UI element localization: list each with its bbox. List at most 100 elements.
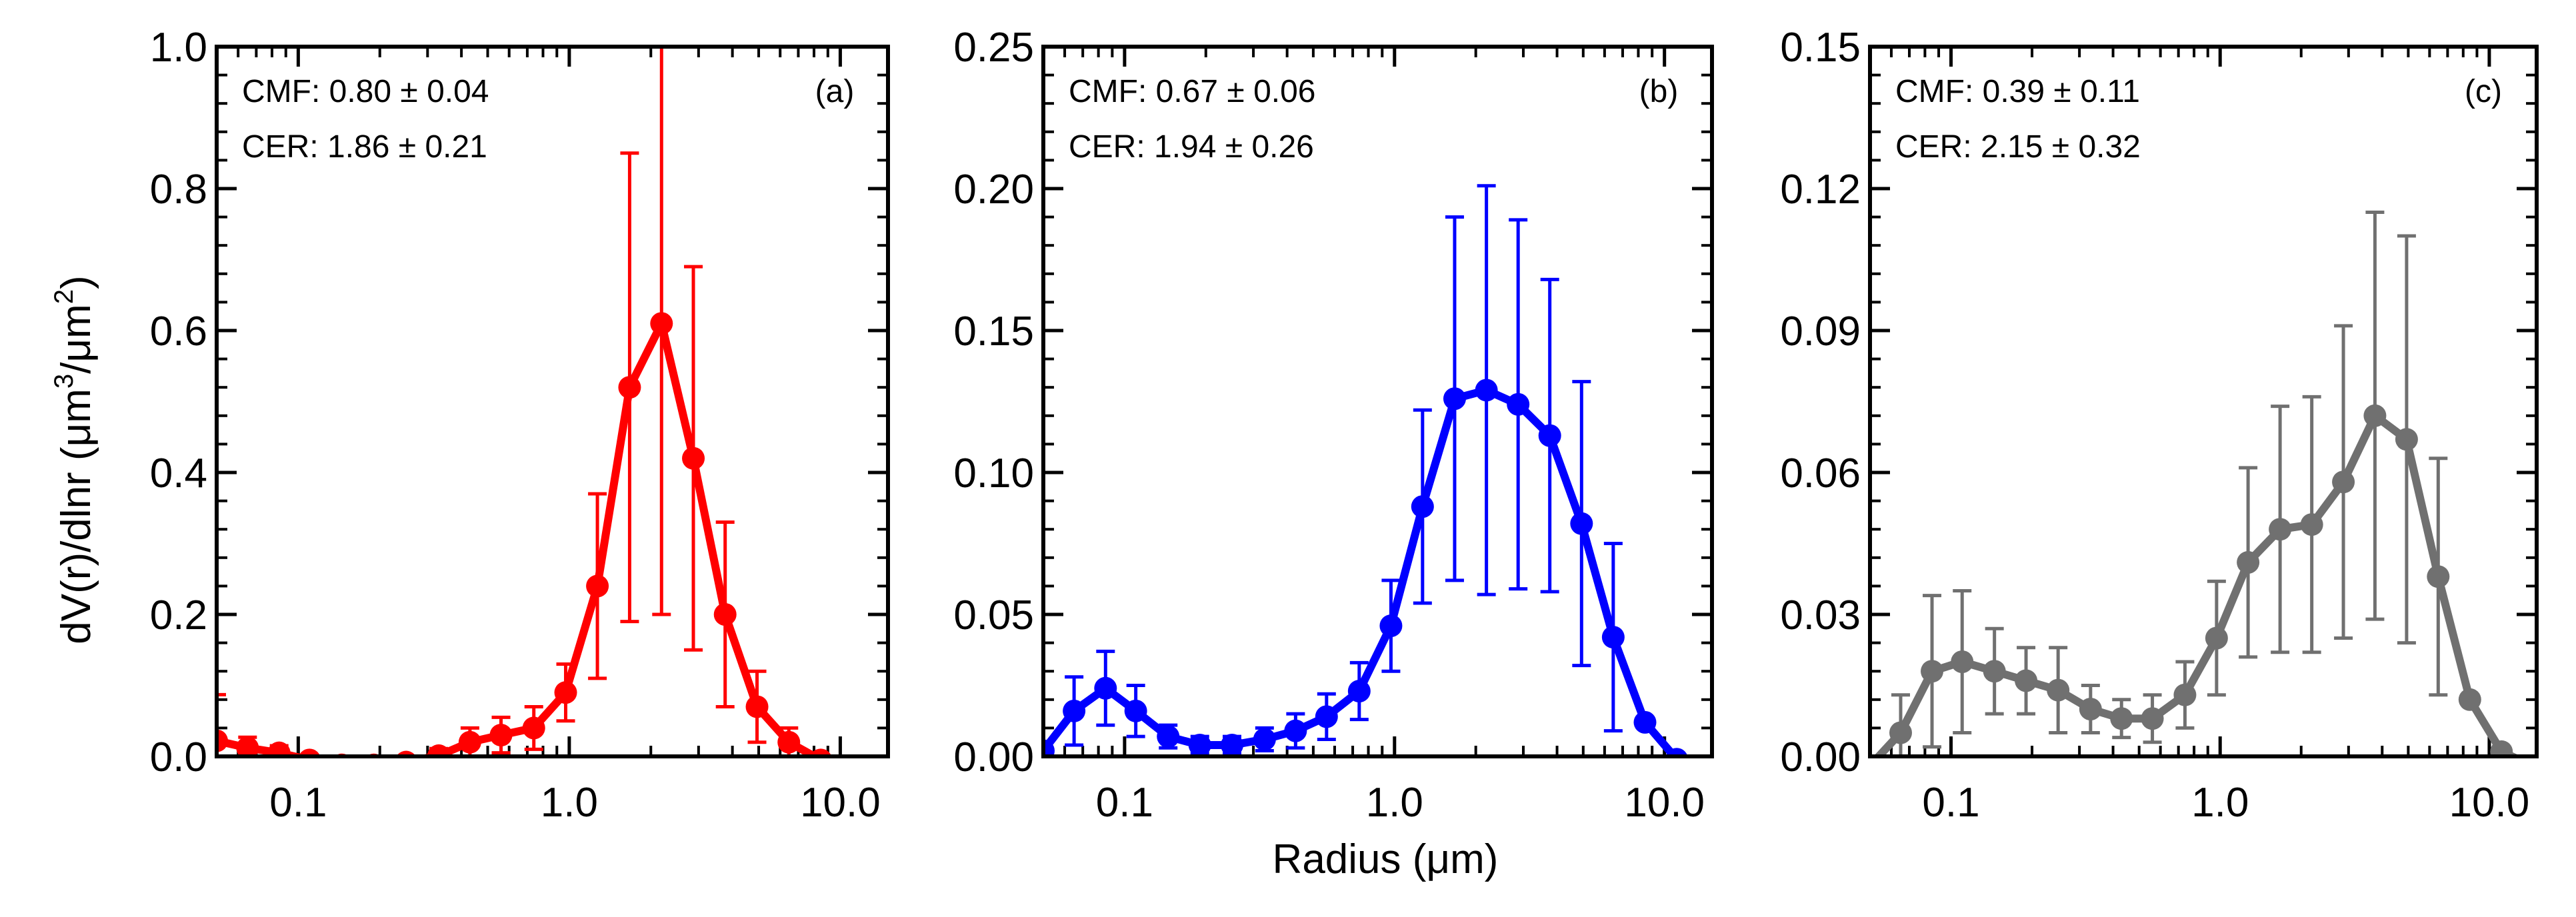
y-axis-title-main: dV(r)/dlnr (μm <box>53 389 99 644</box>
panel-b-ytick-label: 0.05 <box>953 592 1034 638</box>
panel-c-point <box>2205 626 2228 650</box>
panel-a-cer-label: CER: 1.86 ± 0.21 <box>242 129 487 165</box>
panel-a-ytick-label: 0.8 <box>150 167 207 213</box>
panel-b-point <box>1538 424 1561 447</box>
panel-c-series <box>1870 211 2537 756</box>
panel-c-point <box>2363 404 2387 427</box>
panel-b-point <box>1315 705 1338 728</box>
panel-b-point <box>1253 728 1276 751</box>
panel-c-point <box>1921 660 1944 683</box>
panel-c-point <box>2237 550 2260 574</box>
y-axis-title-sup2: 2 <box>49 289 79 304</box>
panel-b: 0.1 1.0 10.0 0.00 0.05 0.10 0.15 0.20 0.25 CMF: 0… <box>953 25 1714 826</box>
panel-a-point <box>267 741 291 756</box>
panel-a-point <box>489 724 513 747</box>
panel-b-ytick-label: 0.00 <box>953 734 1034 780</box>
panel-b-xtick-label: 0.1 <box>1096 780 1153 826</box>
panel-c-ytick-label: 0.09 <box>1780 309 1861 355</box>
panel-b-cmf-label: CMF: 0.67 ± 0.06 <box>1069 74 1316 109</box>
panel-b-panel-label: (b) <box>1639 74 1679 109</box>
panel-b-series <box>1043 184 1688 756</box>
panel-a-cmf-label: CMF: 0.80 ± 0.04 <box>242 74 489 109</box>
panel-c-cer-label: CER: 2.15 ± 0.32 <box>1895 129 2141 165</box>
panel-a: 0.1 1.0 10.0 0.0 0.2 0.4 0.6 0.8 1.0 CMF: 0.80 ± … <box>150 25 890 826</box>
panel-c-panel-label: (c) <box>2465 74 2502 109</box>
panel-a-point <box>745 695 769 718</box>
panel-b-point <box>1284 719 1307 742</box>
panel-a-point <box>650 312 673 335</box>
panel-a-xtick-label: 1.0 <box>541 780 598 826</box>
panel-b-ytick-label: 0.10 <box>953 451 1034 496</box>
panel-c-cmf-label: CMF: 0.39 ± 0.11 <box>1895 74 2140 109</box>
y-axis-title-end: ) <box>53 275 99 289</box>
panel-c-point <box>2141 707 2164 730</box>
panel-a-ytick-label: 1.0 <box>150 25 207 71</box>
panel-a-ytick-label: 0.2 <box>150 592 207 638</box>
panel-a-point <box>236 736 259 756</box>
panel-c-point <box>1889 721 1912 744</box>
panel-c-point <box>2427 565 2450 588</box>
panel-a-point <box>809 748 832 756</box>
panel-c-point <box>2015 669 2038 692</box>
panel-c-point <box>2490 740 2513 756</box>
panel-b-point <box>1665 748 1688 756</box>
panel-b-point <box>1443 387 1466 411</box>
panel-c-point <box>2079 698 2102 720</box>
panel-c-frame <box>1868 45 2539 758</box>
panel-c-point <box>2110 707 2133 730</box>
panel-a-point <box>217 729 228 752</box>
panel-c-xtick-label: 10.0 <box>2449 780 2530 826</box>
panel-b-point <box>1347 680 1371 703</box>
panel-a-point <box>522 716 545 740</box>
panel-a-frame <box>215 45 890 758</box>
panel-a-point <box>777 730 801 754</box>
panel-a-ytick-label: 0.4 <box>150 451 207 496</box>
panel-a-point <box>554 681 577 704</box>
panel-c-xtick-label: 0.1 <box>1922 780 1979 826</box>
panel-a-ytick-label: 0.6 <box>150 309 207 355</box>
panel-b-line <box>1043 386 1682 756</box>
panel-a-ytick-label: 0.0 <box>150 734 207 780</box>
panel-b-point <box>1601 626 1625 649</box>
panel-b-point <box>1507 393 1530 416</box>
panel-a-point <box>299 748 321 756</box>
panel-b-ytick-label: 0.20 <box>953 167 1034 213</box>
panel-a-panel-label: (a) <box>815 74 855 109</box>
panel-a-point <box>586 574 609 598</box>
panel-a-point <box>849 755 857 756</box>
panel-b-point <box>1124 699 1147 722</box>
panel-b-point <box>1188 733 1211 756</box>
panel-b-point <box>1043 739 1055 756</box>
panel-c-ytick-label: 0.06 <box>1780 451 1861 496</box>
panel-a-point <box>458 730 481 754</box>
panel-c-point <box>2173 683 2197 706</box>
panel-c-ytick-label: 0.03 <box>1780 592 1861 638</box>
y-axis-title-sup3: 3 <box>49 374 79 389</box>
panel-c-point <box>1951 650 1974 673</box>
panel-c-ytick-label: 0.15 <box>1780 25 1861 71</box>
panel-b-xtick-label: 1.0 <box>1366 780 1423 826</box>
panel-a-point <box>682 447 705 470</box>
panel-a-point <box>396 750 416 756</box>
panel-c-point <box>2047 678 2070 702</box>
panel-c-point <box>2269 518 2292 541</box>
panel-b-ytick-label: 0.15 <box>953 309 1034 355</box>
panel-b-point <box>1221 733 1244 756</box>
panel-a-point <box>880 755 888 756</box>
panel-b-xtick-label: 10.0 <box>1624 780 1705 826</box>
panel-a-xtick-label: 10.0 <box>800 780 881 826</box>
panel-a-point <box>713 603 737 626</box>
panel-b-point <box>1063 699 1086 722</box>
panel-c-ytick-label: 0.12 <box>1780 167 1861 213</box>
panel-b-point <box>1094 676 1117 700</box>
panel-a-line <box>217 319 823 756</box>
panel-a-point <box>618 376 641 399</box>
panel-c-point <box>1983 660 2006 683</box>
panel-a-xtick-label: 0.1 <box>269 780 327 826</box>
panel-b-frame <box>1041 45 1714 758</box>
panel-c-point <box>2395 428 2418 451</box>
panel-c-point <box>2458 688 2481 711</box>
panel-b-point <box>1633 710 1657 734</box>
panel-b-point <box>1411 495 1434 518</box>
